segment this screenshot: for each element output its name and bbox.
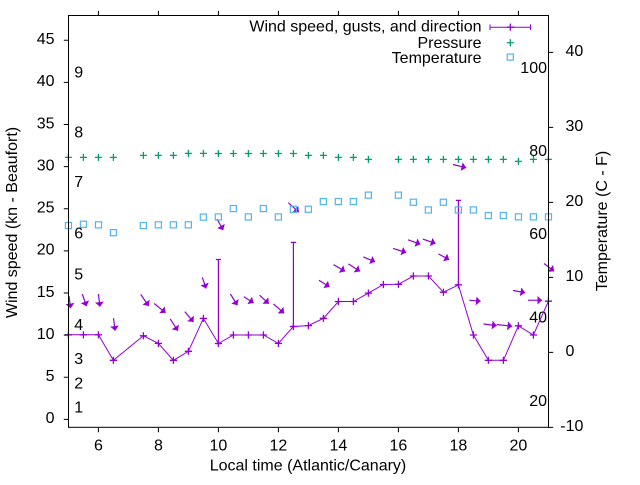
svg-text:100: 100	[520, 60, 547, 77]
svg-text:30: 30	[37, 157, 55, 174]
svg-text:Wind speed, gusts, and directi: Wind speed, gusts, and direction	[249, 19, 481, 36]
svg-text:40: 40	[37, 73, 55, 90]
svg-text:2: 2	[74, 375, 83, 392]
svg-text:20: 20	[510, 437, 528, 454]
svg-text:16: 16	[390, 437, 408, 454]
svg-text:1: 1	[74, 400, 83, 417]
svg-text:60: 60	[529, 226, 547, 243]
svg-text:6: 6	[94, 437, 103, 454]
svg-text:7: 7	[74, 174, 83, 191]
svg-text:3: 3	[74, 351, 83, 368]
svg-text:5: 5	[46, 368, 55, 385]
svg-text:Temperature: Temperature	[392, 50, 482, 67]
svg-text:20: 20	[529, 393, 547, 410]
svg-text:80: 80	[529, 143, 547, 160]
svg-text:45: 45	[37, 31, 55, 48]
svg-text:8: 8	[74, 125, 83, 142]
svg-text:4: 4	[74, 317, 83, 334]
svg-text:-10: -10	[560, 418, 583, 435]
svg-text:15: 15	[37, 284, 55, 301]
svg-text:10: 10	[210, 437, 228, 454]
svg-text:8: 8	[154, 437, 163, 454]
svg-text:5: 5	[74, 267, 83, 284]
svg-text:Temperature (C - F): Temperature (C - F)	[594, 151, 611, 291]
svg-text:20: 20	[37, 242, 55, 259]
svg-text:14: 14	[330, 437, 348, 454]
svg-text:0: 0	[46, 410, 55, 427]
svg-text:20: 20	[566, 193, 584, 210]
svg-text:40: 40	[566, 43, 584, 60]
svg-text:Local time (Atlantic/Canary): Local time (Atlantic/Canary)	[210, 458, 407, 475]
svg-text:0: 0	[566, 343, 575, 360]
svg-text:35: 35	[37, 115, 55, 132]
svg-text:30: 30	[566, 118, 584, 135]
svg-text:9: 9	[74, 65, 83, 82]
svg-text:10: 10	[37, 326, 55, 343]
svg-text:18: 18	[450, 437, 468, 454]
svg-text:25: 25	[37, 200, 55, 217]
svg-text:10: 10	[566, 268, 584, 285]
svg-text:12: 12	[270, 437, 288, 454]
svg-text:Wind speed (kn - Beaufort): Wind speed (kn - Beaufort)	[4, 127, 21, 318]
